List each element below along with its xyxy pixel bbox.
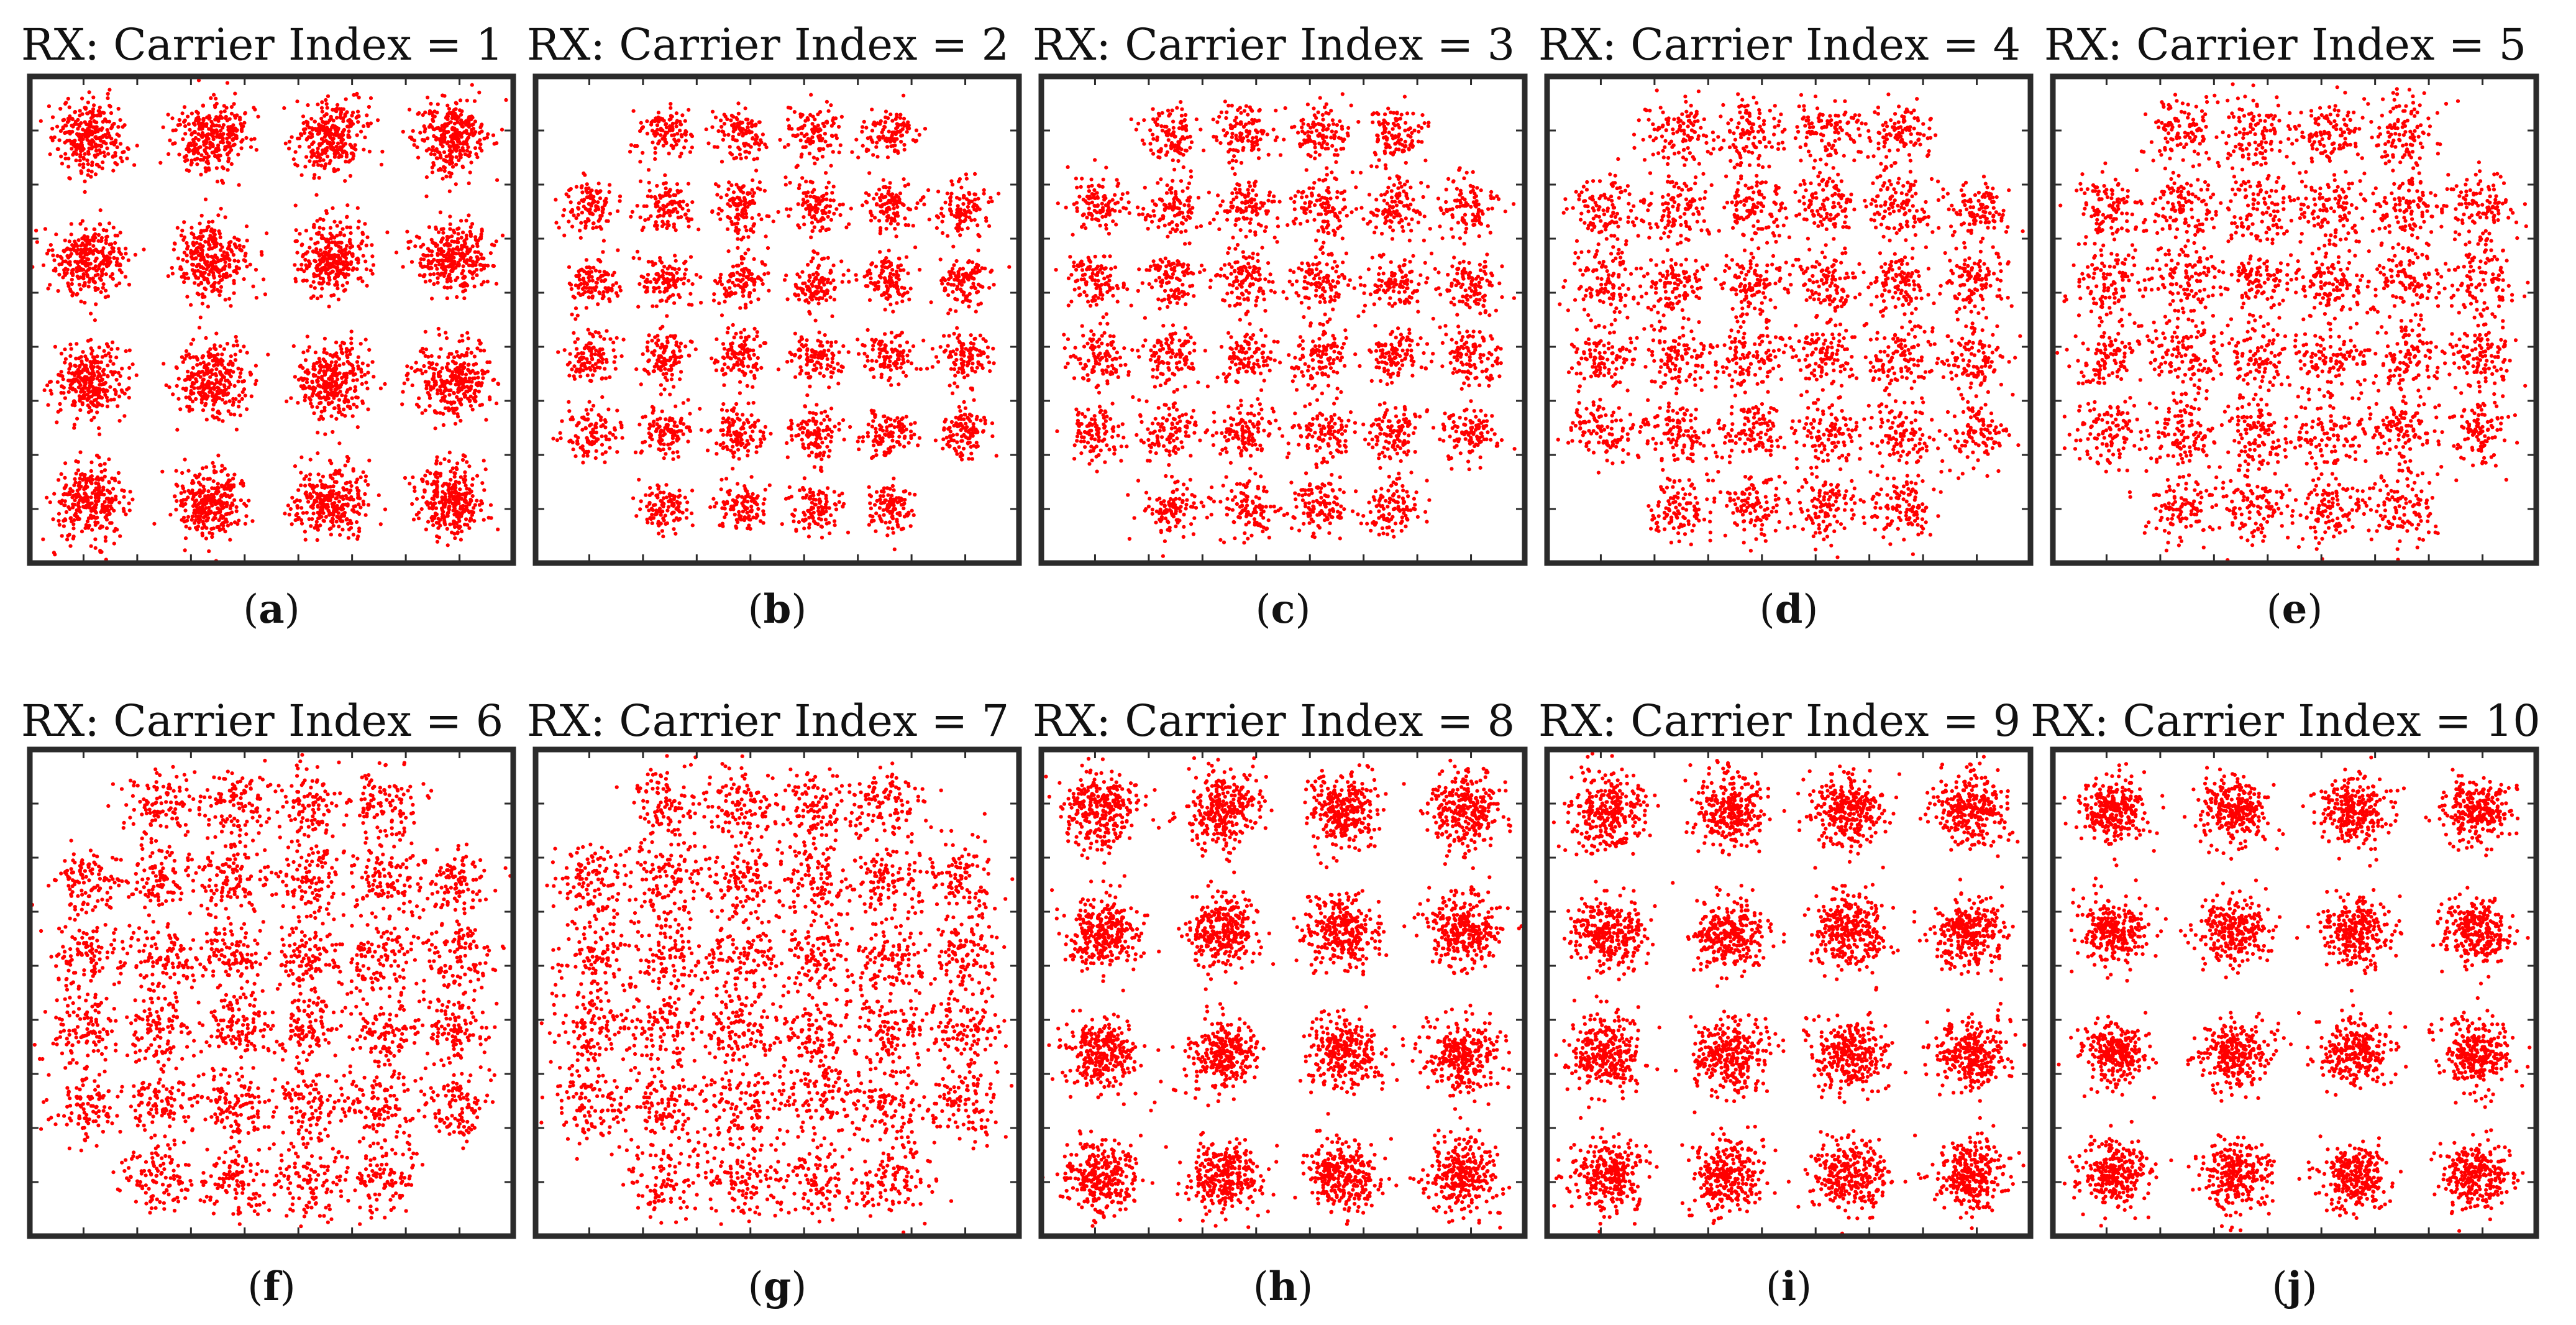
axes-frame [2050,746,2539,1239]
scatter-plot-5 [2050,73,2539,566]
panel-title-2: RX: Carrier Index = 2 [513,20,1023,70]
panel-title-1: RX: Carrier Index = 1 [7,20,517,70]
scatter-plot-7 [532,746,1022,1239]
axis-ticks [536,76,1019,563]
panel-label-c: (c) [1028,587,1538,633]
panel-title-5: RX: Carrier Index = 5 [2030,20,2540,70]
panel-title-7: RX: Carrier Index = 7 [513,696,1023,746]
axes-frame [1544,746,2034,1239]
axis-ticks [2053,76,2536,563]
constellation-points [1041,756,1523,1230]
panel-label-g: (g) [523,1265,1032,1310]
axes-frame [1038,746,1528,1239]
axis-ticks [2053,750,2536,1236]
scatter-plot-3 [1038,73,1528,566]
scatter-plot-4 [1544,73,2034,566]
axis-ticks [536,750,1019,1236]
panel-label-i: (i) [1534,1265,2044,1310]
axes-frame [27,746,516,1239]
constellation-points [2057,755,2532,1238]
constellation-points [30,78,508,563]
panel-title-3: RX: Carrier Index = 3 [1019,20,1528,70]
panel-title-4: RX: Carrier Index = 4 [1525,20,2034,70]
axes-frame [1038,73,1528,566]
scatter-plot-2 [532,73,1022,566]
scatter-plot-6 [27,746,516,1239]
constellation-points [1556,88,2025,565]
panel-label-e: (e) [2040,587,2549,633]
scatter-plot-9 [1544,746,2034,1239]
panel-title-9: RX: Carrier Index = 9 [1525,696,2034,746]
panel-title-8: RX: Carrier Index = 8 [1019,696,1528,746]
axes-frame [532,746,1022,1239]
axes-frame [1544,73,2034,566]
panel-label-d: (d) [1534,587,2044,633]
constellation-points [1054,92,1517,558]
scatter-plot-1 [27,73,516,566]
axes-frame [2050,73,2539,566]
constellation-points [1551,751,2027,1236]
panel-title-6: RX: Carrier Index = 6 [7,696,517,746]
panel-label-b: (b) [523,587,1032,633]
panel-label-f: (f) [17,1265,526,1310]
axis-ticks [1547,76,2030,563]
axis-ticks [30,750,513,1236]
constellation-points [551,93,1012,552]
scatter-plot-8 [1038,746,1528,1239]
constellation-points [30,753,513,1229]
axis-ticks [1041,750,1525,1236]
axis-ticks [1547,750,2030,1236]
scatter-plot-10 [2050,746,2539,1239]
panel-label-j: (j) [2040,1265,2549,1310]
panel-label-h: (h) [1028,1265,1538,1310]
constellation-points [2055,82,2530,562]
constellation-points [539,754,1015,1235]
axes-frame [27,73,516,566]
panel-title-10: RX: Carrier Index = 10 [2030,696,2541,746]
axis-ticks [1041,76,1525,563]
axes-frame [532,73,1022,566]
axis-ticks [30,76,513,563]
panel-label-a: (a) [17,587,526,633]
